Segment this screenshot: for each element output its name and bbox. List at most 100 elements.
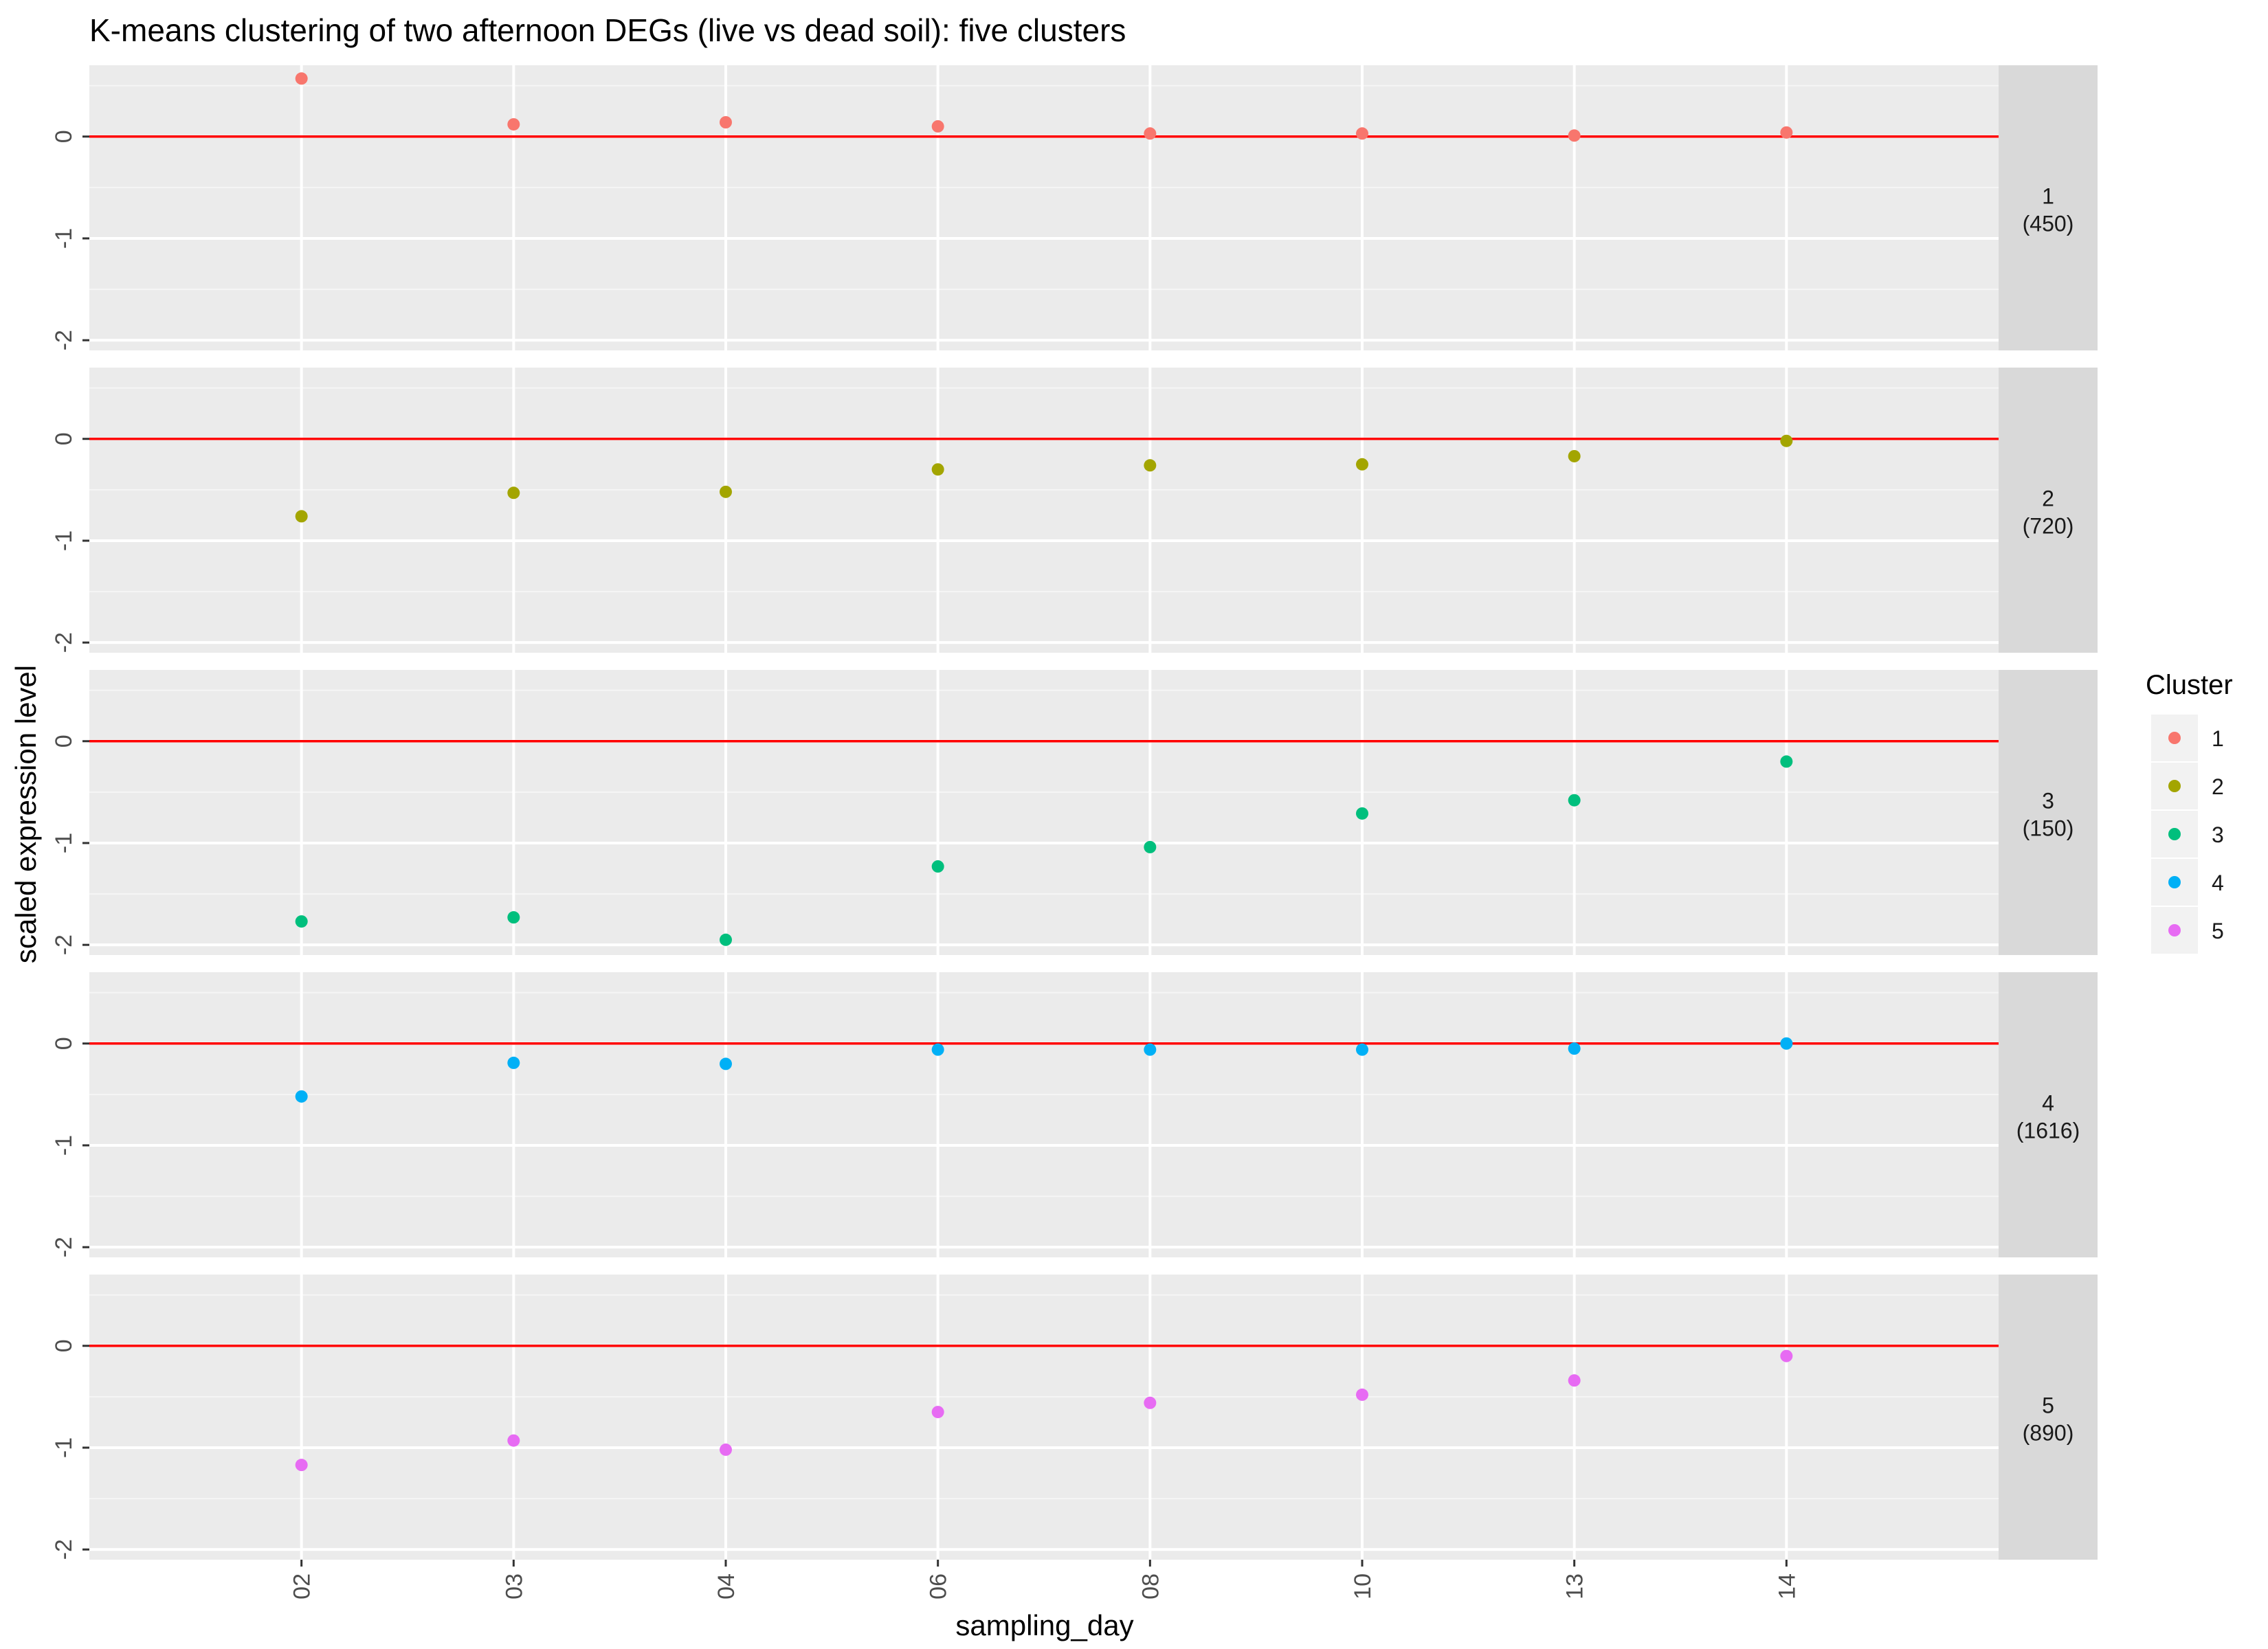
strip-count: (890) [2023,1421,2074,1446]
data-point-c4-08 [1144,1043,1157,1056]
facet-strip [1999,65,2098,350]
facet-panel-2: 0 -1 -2 2 (720) [51,368,2098,653]
strip-label: 3 [2042,789,2054,814]
y-tick-label: 0 [51,432,77,445]
data-point-c3-10 [1356,807,1368,820]
y-tick-label: -1 [51,530,77,551]
y-tick-label: 0 [51,130,77,143]
data-point-c3-08 [1144,840,1157,853]
data-point-c1-13 [1568,129,1581,142]
legend-swatch-4 [2168,876,2181,888]
data-point-c2-10 [1356,458,1368,471]
facet-panel-3: 0 -1 -2 3(150) [51,670,2098,955]
data-point-c4-03 [507,1056,520,1069]
x-tick-label: 14 [1774,1573,1800,1600]
data-point-c3-03 [507,911,520,924]
data-point-c5-10 [1356,1388,1368,1401]
data-point-c3-14 [1780,755,1793,768]
panel-background [89,1275,1999,1560]
legend-label: 2 [2212,774,2224,799]
legend-label: 5 [2212,919,2224,943]
data-point-c1-02 [295,72,308,85]
strip-count: (720) [2023,514,2074,539]
strip-count: (450) [2023,212,2074,236]
facet-strip [1999,1275,2098,1560]
facet-panel-5: 0 -1 -2 5 (890) [51,1275,2098,1560]
data-point-c2-08 [1144,459,1157,472]
data-point-c4-10 [1356,1043,1368,1056]
legend-swatch-3 [2168,828,2181,840]
legend-label: 3 [2212,822,2224,847]
facet-strip [1999,368,2098,653]
x-tick-label: 04 [713,1573,740,1600]
y-tick-label: 0 [51,1339,77,1352]
chart-title: K-means clustering of two afternoon DEGs… [89,12,1126,48]
facet-strip [1999,972,2098,1257]
data-point-c1-04 [720,116,732,128]
strip-count: (1616) [2016,1119,2080,1143]
y-tick-label: 0 [51,1037,77,1050]
data-point-c3-13 [1568,794,1581,807]
data-point-c2-02 [295,510,308,523]
x-tick-label: 10 [1350,1573,1376,1600]
strip-label: 2 [2042,486,2054,511]
data-point-c3-06 [931,860,944,873]
data-point-c5-04 [720,1443,732,1456]
y-axis-label: scaled expression level [10,665,42,963]
legend-title: Cluster [2146,670,2233,700]
y-tick-label: -2 [51,934,77,955]
y-tick-label: -2 [51,1539,77,1560]
x-axis-label: sampling_day [955,1609,1133,1641]
legend-swatch-1 [2168,732,2181,744]
panel-background [89,972,1999,1257]
x-tick-label: 03 [501,1573,527,1600]
legend-label: 1 [2212,726,2224,751]
data-point-c2-04 [720,485,732,498]
data-point-c2-14 [1780,434,1793,447]
y-tick-label: -2 [51,330,77,350]
data-point-c3-04 [720,933,732,946]
strip-count: (150) [2023,816,2074,841]
data-point-c1-08 [1144,127,1157,140]
data-point-c4-06 [931,1043,944,1056]
panel-background [89,368,1999,653]
y-tick-label: -1 [51,833,77,853]
data-point-c5-14 [1780,1349,1793,1362]
y-tick-label: -1 [51,228,77,249]
data-point-c4-02 [295,1090,308,1103]
data-point-c1-10 [1356,127,1368,140]
legend-swatch-5 [2168,924,2181,936]
strip-label: 4 [2042,1091,2054,1116]
x-tick-label: 02 [289,1573,315,1600]
data-point-c5-03 [507,1434,520,1447]
data-point-c4-14 [1780,1037,1793,1050]
legend: Cluster 1 2 3 4 5 [2146,670,2233,954]
data-point-c4-04 [720,1057,732,1070]
y-tick-label: -1 [51,1135,77,1156]
data-point-c5-06 [931,1406,944,1419]
data-point-c1-06 [931,120,944,133]
data-point-c5-13 [1568,1374,1581,1387]
x-tick-label: 06 [926,1573,952,1600]
y-tick-label: 0 [51,734,77,748]
data-point-c2-03 [507,486,520,500]
x-tick-label: 08 [1137,1573,1164,1600]
data-point-c4-13 [1568,1042,1581,1055]
data-point-c5-02 [295,1459,308,1472]
legend-swatch-2 [2168,780,2181,792]
panel-background [89,670,1999,955]
x-axis: 02 03 04 06 08 10 13 14 [289,1560,1800,1600]
y-tick-label: -2 [51,1237,77,1257]
facet-strip [1999,670,2098,955]
facet-panel-4: 0 -1 -2 4 (1616) [51,972,2098,1257]
data-point-c2-13 [1568,449,1581,462]
strip-label: 1 [2042,184,2054,209]
strip-label: 5 [2042,1393,2054,1418]
data-point-c1-03 [507,117,520,131]
y-tick-label: -1 [51,1437,77,1458]
legend-label: 4 [2212,871,2224,895]
data-point-c2-06 [931,463,944,476]
panel-background [89,65,1999,350]
data-point-c3-02 [295,915,308,928]
